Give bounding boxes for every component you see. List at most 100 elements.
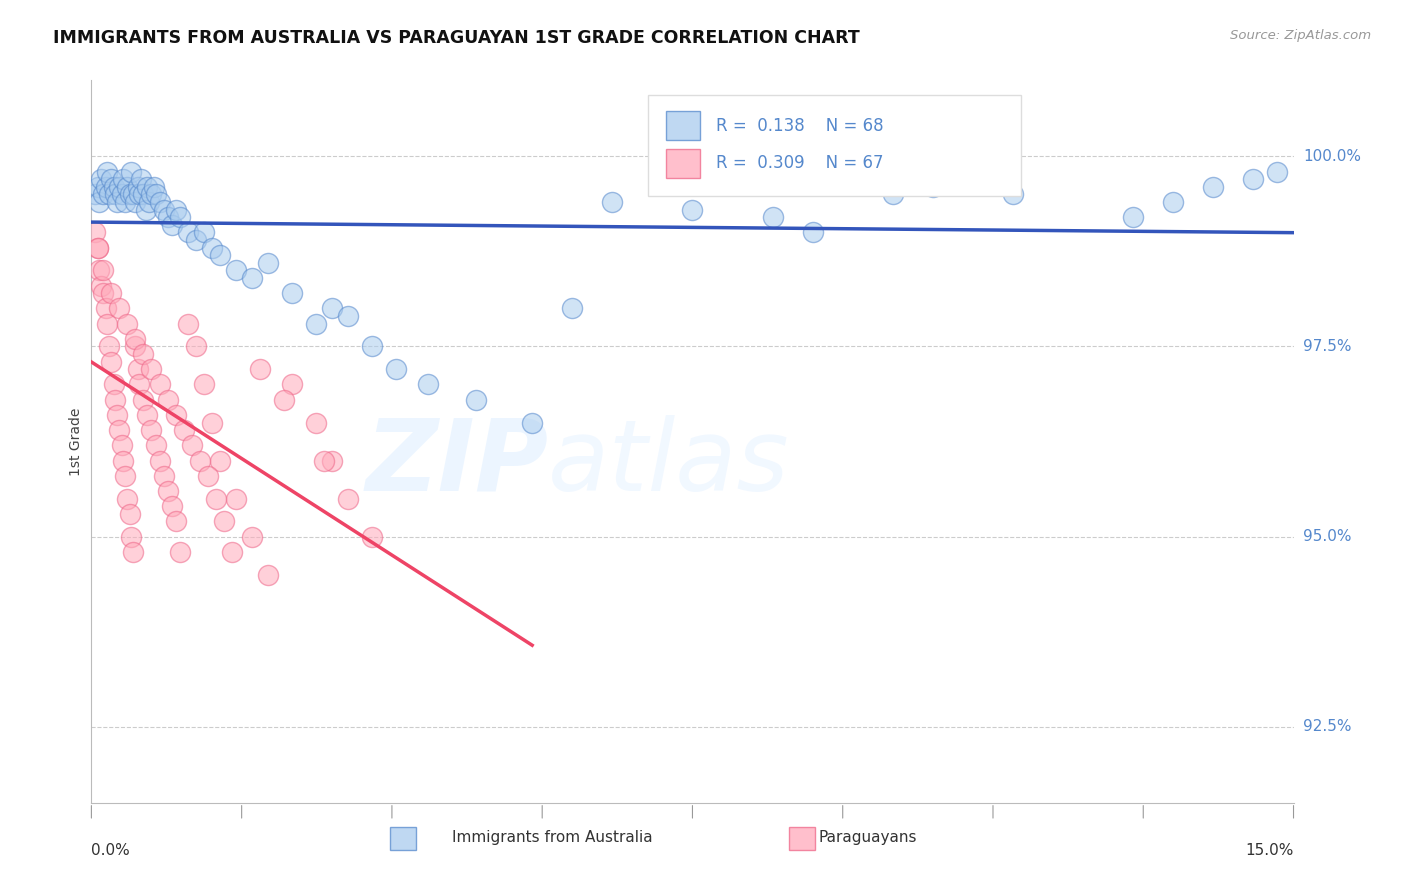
Point — [94, 301, 117, 316]
Point — [156, 483, 179, 498]
Point — [117, 179, 139, 194]
Point — [122, 187, 145, 202]
Point — [305, 416, 328, 430]
Point — [173, 423, 195, 437]
Point — [201, 241, 224, 255]
Point — [138, 194, 160, 209]
Point — [98, 187, 121, 202]
Point — [561, 301, 583, 316]
Text: Immigrants from Australia: Immigrants from Australia — [453, 830, 652, 845]
Text: Paraguayans: Paraguayans — [818, 830, 917, 845]
Text: R =  0.309    N = 67: R = 0.309 N = 67 — [717, 154, 884, 172]
Point — [152, 202, 174, 217]
Point — [193, 377, 215, 392]
Point — [87, 179, 110, 194]
Point — [225, 263, 247, 277]
Point — [1001, 187, 1024, 202]
Point — [152, 468, 174, 483]
Point — [122, 545, 145, 559]
Point — [156, 392, 179, 407]
Text: 95.0%: 95.0% — [1303, 529, 1351, 544]
Point — [240, 530, 263, 544]
Point — [336, 491, 359, 506]
Point — [96, 317, 118, 331]
FancyBboxPatch shape — [648, 95, 1021, 196]
Point — [165, 515, 187, 529]
Point — [1161, 194, 1184, 209]
Point — [240, 271, 263, 285]
Text: 97.5%: 97.5% — [1303, 339, 1351, 354]
Point — [922, 179, 945, 194]
Point — [221, 545, 243, 559]
Text: 0.0%: 0.0% — [91, 843, 131, 857]
Point — [141, 187, 163, 202]
Point — [360, 339, 382, 353]
Point — [127, 179, 149, 194]
Point — [212, 515, 235, 529]
Point — [104, 392, 127, 407]
Point — [148, 377, 170, 392]
Point — [145, 187, 167, 202]
Point — [84, 226, 107, 240]
Point — [160, 218, 183, 232]
Point — [197, 468, 219, 483]
Point — [156, 210, 179, 224]
Point — [1202, 179, 1225, 194]
Point — [124, 339, 146, 353]
Point — [111, 187, 134, 202]
Point — [89, 194, 111, 209]
Point — [1243, 172, 1265, 186]
Point — [94, 179, 117, 194]
Point — [100, 354, 122, 368]
Point — [184, 339, 207, 353]
Point — [385, 362, 408, 376]
Point — [93, 263, 115, 277]
Point — [87, 241, 110, 255]
Point — [249, 362, 271, 376]
Point — [962, 172, 984, 186]
Point — [108, 301, 131, 316]
Point — [201, 416, 224, 430]
Point — [89, 263, 111, 277]
Point — [105, 408, 128, 422]
Point — [256, 567, 278, 582]
Point — [121, 530, 143, 544]
Point — [105, 194, 128, 209]
Point — [112, 172, 135, 186]
Point — [141, 362, 163, 376]
Point — [90, 278, 112, 293]
Text: 92.5%: 92.5% — [1303, 719, 1351, 734]
Point — [882, 187, 904, 202]
Point — [188, 453, 211, 467]
Point — [465, 392, 488, 407]
Text: 15.0%: 15.0% — [1246, 843, 1294, 857]
Point — [108, 423, 131, 437]
Point — [602, 194, 624, 209]
Point — [142, 179, 165, 194]
Point — [111, 438, 134, 452]
Point — [193, 226, 215, 240]
Point — [93, 187, 115, 202]
Point — [273, 392, 295, 407]
Point — [117, 317, 139, 331]
Y-axis label: 1st Grade: 1st Grade — [69, 408, 83, 475]
Point — [148, 194, 170, 209]
Point — [118, 187, 141, 202]
Point — [184, 233, 207, 247]
Point — [118, 507, 141, 521]
Point — [225, 491, 247, 506]
Text: Source: ZipAtlas.com: Source: ZipAtlas.com — [1230, 29, 1371, 42]
Point — [136, 179, 159, 194]
Point — [148, 453, 170, 467]
Point — [93, 286, 115, 301]
Point — [132, 347, 155, 361]
Point — [176, 317, 198, 331]
Point — [145, 438, 167, 452]
Point — [305, 317, 328, 331]
Point — [520, 416, 543, 430]
Point — [108, 179, 131, 194]
Point — [281, 377, 304, 392]
Point — [336, 309, 359, 323]
Point — [127, 362, 149, 376]
Point — [801, 226, 824, 240]
